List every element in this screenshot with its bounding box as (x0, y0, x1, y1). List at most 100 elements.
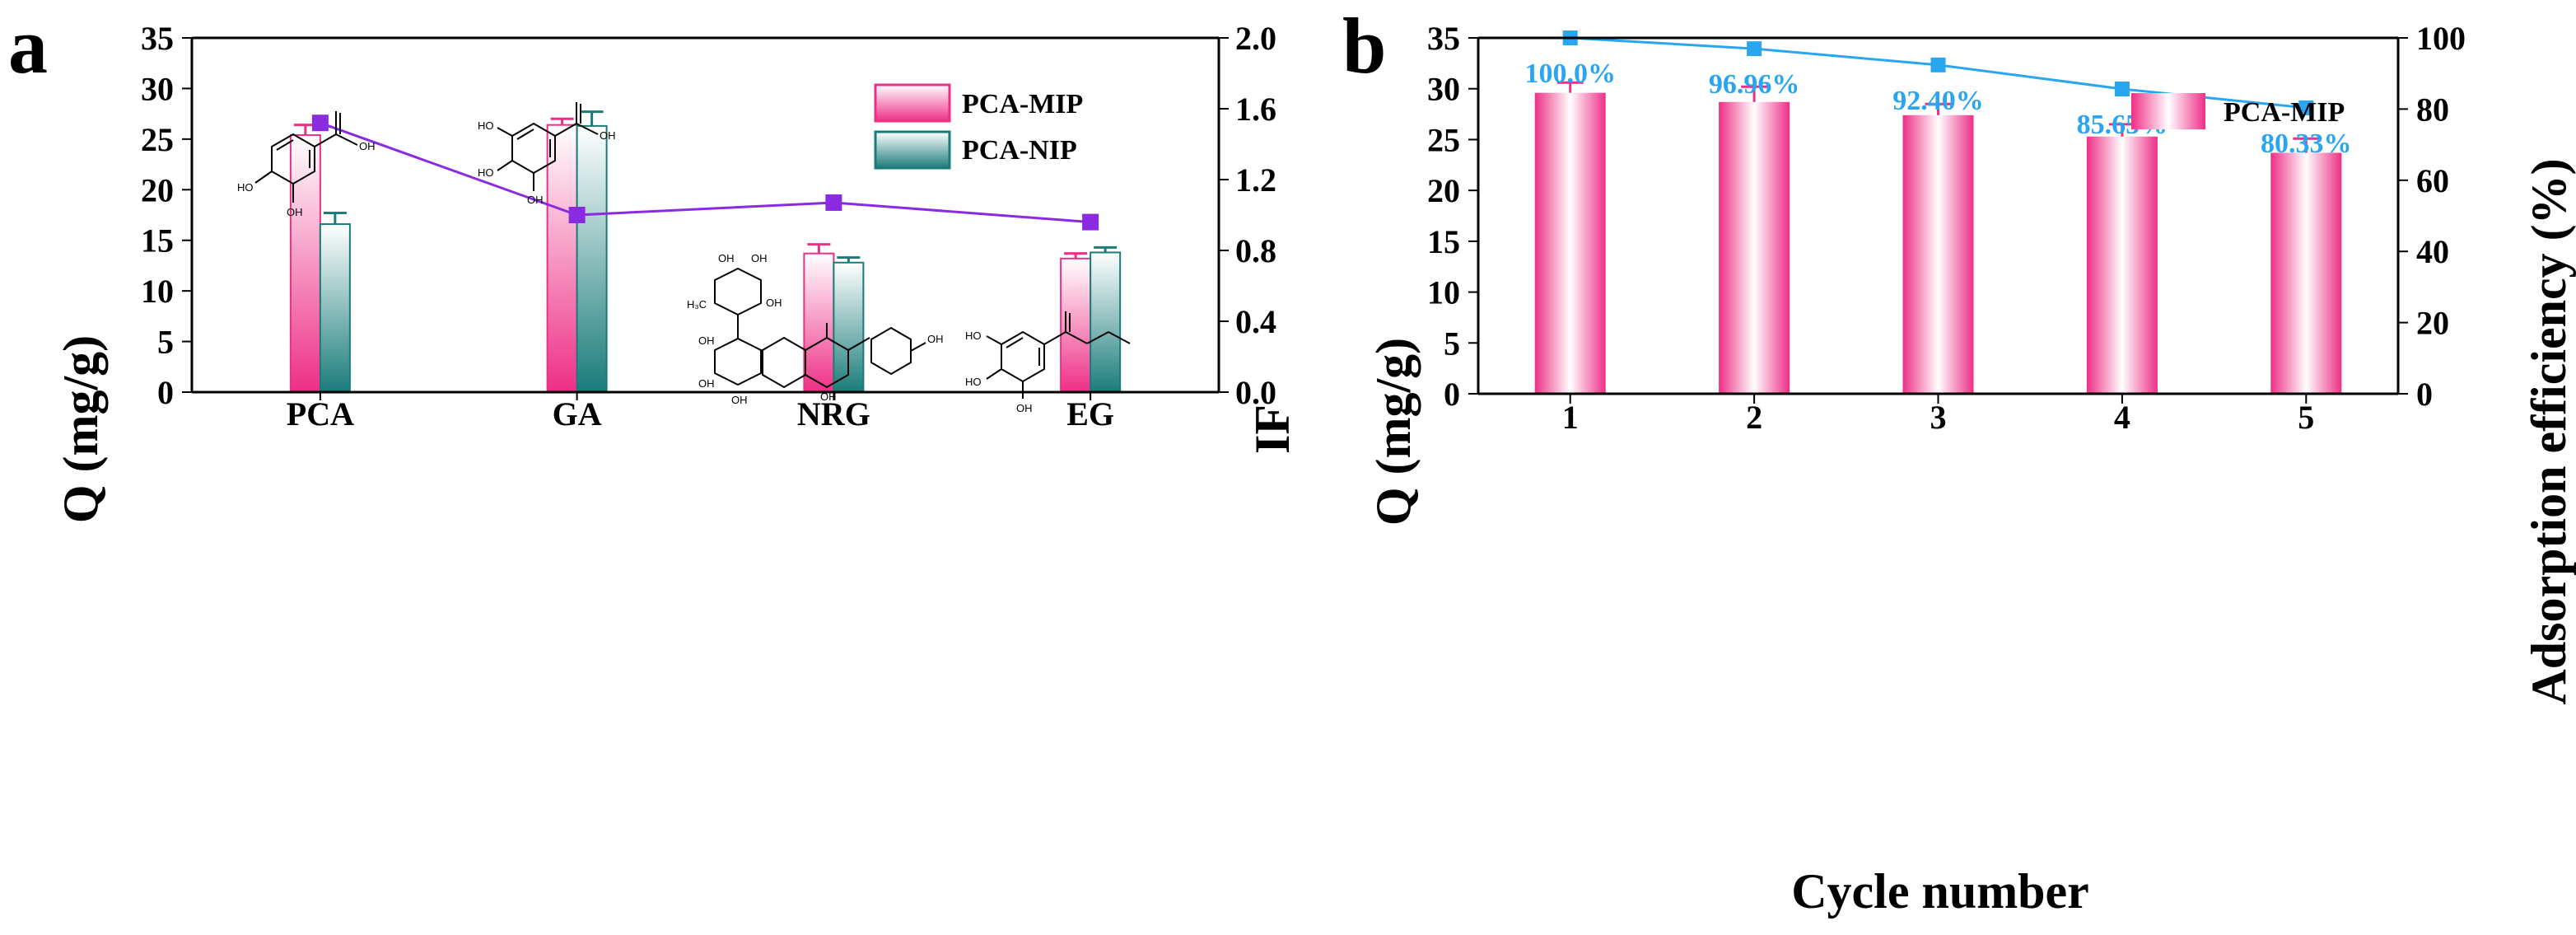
ga-structure-image: OH HO HO OH (478, 102, 616, 206)
legend-swatch-pca-mip (874, 83, 951, 123)
legend-label-pca-nip: PCA-NIP (962, 135, 1077, 166)
b-y-tick-label-25: 25 (1427, 121, 1460, 158)
pca-oh-label: OH (287, 206, 303, 218)
b-y-tick-label-30: 30 (1427, 71, 1460, 108)
panel-b-x-axis-title: Cycle number (1791, 864, 2089, 919)
bar-cycle-4 (2086, 136, 2158, 394)
eg-ho-mid-label: HO (965, 376, 982, 388)
panel-a-chart: PCA GA NRG EG 0 5 10 15 20 25 30 35 0.0 0.4 0.8 1.2 1.6 2… (54, 20, 1300, 523)
bar-mip-pca (289, 133, 321, 393)
x-tick-label-ga: GA (553, 395, 602, 432)
x-tick-label-cycle-2: 2 (1746, 399, 1762, 436)
efficiency-label-cycle-5: 80.33% (2261, 129, 2352, 159)
b-y-tick-label-35: 35 (1427, 20, 1460, 57)
if-point-eg (1082, 213, 1099, 231)
legend-label-pca-mip-b: PCA-MIP (2224, 97, 2345, 128)
x-tick-label-cycle-1: 1 (1562, 399, 1579, 436)
nrg-ch3: H₃C (687, 298, 707, 311)
y2-tick-label-0.8: 0.8 (1235, 232, 1276, 269)
y-tick-label-0: 0 (157, 374, 174, 411)
nrg-oh-8: OH (927, 333, 944, 345)
x-tick-label-pca: PCA (287, 395, 354, 432)
bar-cycle-3 (1902, 115, 1974, 394)
ga-ho-mid-label: HO (478, 166, 494, 179)
nrg-structure-image: OH OH OH H₃C OH OH OH OH OH (687, 252, 944, 406)
panel-a-y-axis-title: Q (mg/g) (54, 335, 108, 523)
if-point-ga (568, 207, 586, 223)
y2-tick-label-0.0: 0.0 (1235, 374, 1276, 411)
nrg-oh-2: OH (751, 252, 768, 264)
nrg-oh-3: OH (766, 297, 782, 309)
b-y2-tick-label-40: 40 (2416, 233, 2449, 270)
panel-b-legend: PCA-MIP (2131, 93, 2345, 129)
y-tick-label-25: 25 (141, 121, 174, 158)
if-point-pca (311, 115, 329, 132)
eg-oh-label: OH (1016, 402, 1033, 414)
panel-a-letter: a (8, 2, 48, 90)
legend-label-pca-mip: PCA-MIP (962, 89, 1083, 119)
if-point-nrg (825, 194, 842, 211)
efficiency-point-cycle-2 (1747, 41, 1762, 57)
y2-tick-label-1.2: 1.2 (1235, 161, 1276, 199)
efficiency-label-cycle-3: 92.40% (1892, 86, 1984, 116)
b-y-tick-label-0: 0 (1444, 376, 1460, 413)
b-y-tick-label-20: 20 (1427, 172, 1460, 209)
efficiency-label-cycle-2: 96.96% (1709, 69, 1800, 100)
efficiency-label-cycle-1: 100.0% (1524, 58, 1616, 89)
b-y2-tick-label-20: 20 (2416, 305, 2449, 342)
bar-nip-ga (576, 124, 608, 393)
pca-ho-label: HO (237, 181, 254, 194)
nrg-oh-1: OH (718, 252, 735, 264)
y-tick-label-10: 10 (141, 273, 174, 310)
b-y2-tick-label-80: 80 (2416, 91, 2449, 128)
b-y2-tick-label-60: 60 (2416, 162, 2449, 199)
y-tick-label-35: 35 (141, 20, 174, 57)
panel-a-legend: PCA-MIP PCA-NIP (874, 83, 1083, 170)
panel-b-y2-axis-title: Adsorption efficiency (%) (2522, 158, 2576, 704)
x-tick-label-cycle-3: 3 (1930, 399, 1947, 436)
pca-acid-oh-label: OH (359, 140, 376, 152)
y2-tick-label-0.4: 0.4 (1235, 303, 1276, 340)
bar-nip-pca (319, 223, 351, 393)
nrg-oh-5: OH (698, 377, 715, 390)
b-y-tick-label-10: 10 (1427, 274, 1460, 311)
bar-cycle-1 (1534, 92, 1606, 394)
panel-b-letter: b (1342, 2, 1386, 90)
panel-b-y-axis-title: Q (mg/g) (1366, 338, 1421, 526)
b-y2-tick-label-0: 0 (2416, 376, 2433, 413)
efficiency-point-cycle-3 (1930, 57, 1946, 72)
legend-swatch-pca-nip (874, 130, 951, 170)
bar-cycle-2 (1719, 101, 1790, 394)
x-tick-label-eg: EG (1066, 395, 1114, 432)
bar-nip-eg (1090, 251, 1122, 394)
y2-tick-label-2.0: 2.0 (1235, 20, 1276, 57)
bar-mip-ga (546, 124, 578, 394)
if-series-line (320, 121, 1091, 224)
x-tick-label-cycle-5: 5 (2298, 399, 2314, 436)
legend-swatch-pca-mip-b (2131, 93, 2205, 129)
y2-tick-label-1.6: 1.6 (1235, 91, 1276, 128)
x-tick-label-cycle-4: 4 (2114, 399, 2130, 436)
pca-structure-image: OH HO OH (237, 111, 376, 218)
efficiency-point-cycle-5 (2298, 100, 2314, 115)
x-tick-label-nrg: NRG (797, 395, 870, 432)
b-y-tick-label-15: 15 (1427, 223, 1460, 260)
eg-ho-top-label: HO (965, 330, 982, 342)
y-tick-label-20: 20 (141, 171, 174, 208)
eg-structure-image: HO HO OH (965, 311, 1131, 414)
ga-oh-label: OH (527, 194, 544, 206)
y-tick-label-15: 15 (141, 222, 174, 259)
ga-ho-top-label: HO (478, 119, 494, 132)
y-tick-label-5: 5 (157, 324, 174, 361)
b-y-tick-label-5: 5 (1444, 325, 1460, 362)
bar-cycle-5 (2270, 152, 2342, 394)
ga-acid-oh-label: OH (600, 129, 616, 142)
bar-mip-nrg (803, 252, 835, 393)
panel-a-y2-axis-title: IF (1245, 404, 1300, 454)
b-y2-tick-label-100: 100 (2416, 20, 2466, 57)
nrg-oh-7: OH (820, 390, 837, 403)
nrg-oh-4: OH (698, 334, 715, 347)
nrg-oh-6: OH (731, 394, 748, 406)
efficiency-point-cycle-4 (2114, 81, 2130, 96)
